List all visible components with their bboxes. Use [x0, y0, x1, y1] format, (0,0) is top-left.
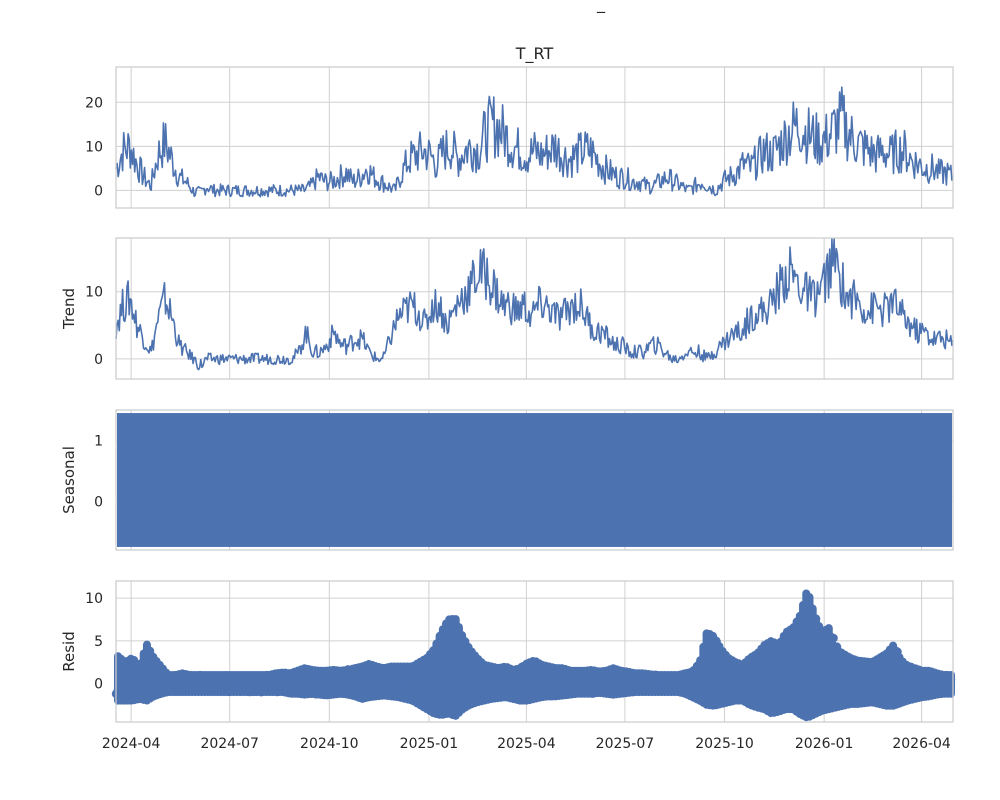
panel-resid-point [811, 614, 821, 624]
panel-seasonal-plot [117, 413, 952, 547]
x-tick-7: 2026-01 [795, 736, 854, 752]
panel-resid-plot [111, 589, 956, 722]
panel-seasonal-frame [115, 409, 954, 551]
panel-resid-y-tick-1: 5 [94, 634, 103, 650]
panel-observed-y-tick-1: 10 [85, 139, 103, 155]
panel-trend-series-line [115, 238, 954, 371]
figure-suptitle: _ [596, 0, 606, 14]
x-tick-2: 2024-10 [300, 736, 359, 752]
panel-seasonal-ylabel: Seasonal [60, 446, 78, 514]
panel-seasonal-y-tick-0: 0 [94, 494, 103, 510]
panel-observed-frame [115, 66, 954, 209]
panel-resid: Resid 0 5 10 [60, 580, 956, 723]
x-tick-6: 2025-10 [695, 736, 754, 752]
x-tick-4: 2025-04 [497, 736, 556, 752]
panel-seasonal-y-ticks: 01 [94, 433, 103, 510]
panel-resid-ylabel: Resid [60, 631, 78, 671]
x-tick-3: 2025-01 [400, 736, 459, 752]
panel-trend-plot [115, 238, 954, 371]
panel-trend-y-tick-1: 10 [85, 285, 103, 301]
panel-resid-y-tick-0: 0 [94, 677, 103, 693]
panel-resid-y-ticks: 0 5 10 [85, 591, 103, 692]
panel-observed-y-tick-0: 0 [94, 183, 103, 199]
panel-resid-point [829, 633, 838, 643]
x-tick-5: 2025-07 [596, 736, 655, 752]
panel-observed: T_RT 0 10 20 [85, 44, 954, 209]
panel-observed-series-line [115, 86, 954, 198]
x-tick-8: 2026-04 [892, 736, 951, 752]
panel-trend-y-ticks: 0 10 [85, 285, 103, 368]
panel-observed-y-tick-2: 20 [85, 95, 103, 111]
panel-trend-ylabel: Trend [60, 288, 78, 330]
panel-trend: Trend 0 10 [60, 237, 954, 380]
panel-observed-grid [116, 67, 953, 208]
x-tick-0: 2024-04 [102, 736, 161, 752]
x-axis-ticks: 2024-04 2024-07 2024-10 2025-01 2025-04 2025-… [102, 736, 951, 752]
panel-observed-plot [115, 86, 954, 198]
panel-seasonal: Seasonal 01 [60, 409, 954, 551]
panel-resid-y-tick-2: 10 [85, 591, 103, 607]
panel-seasonal-y-tick-1: 1 [94, 433, 103, 449]
panel-trend-frame [115, 237, 954, 380]
panel-observed-y-ticks: 0 10 20 [85, 95, 103, 199]
panel-resid-frame [115, 580, 954, 723]
panel-seasonal-seasonal-band [117, 413, 952, 547]
panel-trend-y-tick-0: 0 [94, 352, 103, 368]
x-tick-1: 2024-07 [200, 736, 259, 752]
panel-observed-title: T_RT [515, 44, 554, 64]
panel-resid-point [946, 675, 956, 685]
